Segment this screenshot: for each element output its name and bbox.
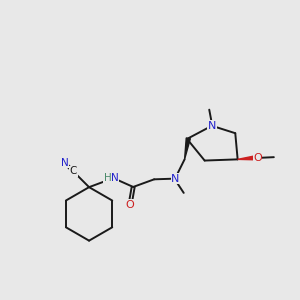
Text: N: N (111, 173, 119, 183)
Text: N: N (171, 174, 180, 184)
Text: O: O (253, 153, 262, 163)
Text: O: O (126, 200, 134, 209)
Polygon shape (184, 138, 190, 159)
Text: C: C (70, 167, 77, 176)
Text: N: N (61, 158, 68, 168)
Polygon shape (238, 156, 256, 160)
Text: N: N (208, 121, 216, 131)
Text: H: H (104, 173, 112, 183)
